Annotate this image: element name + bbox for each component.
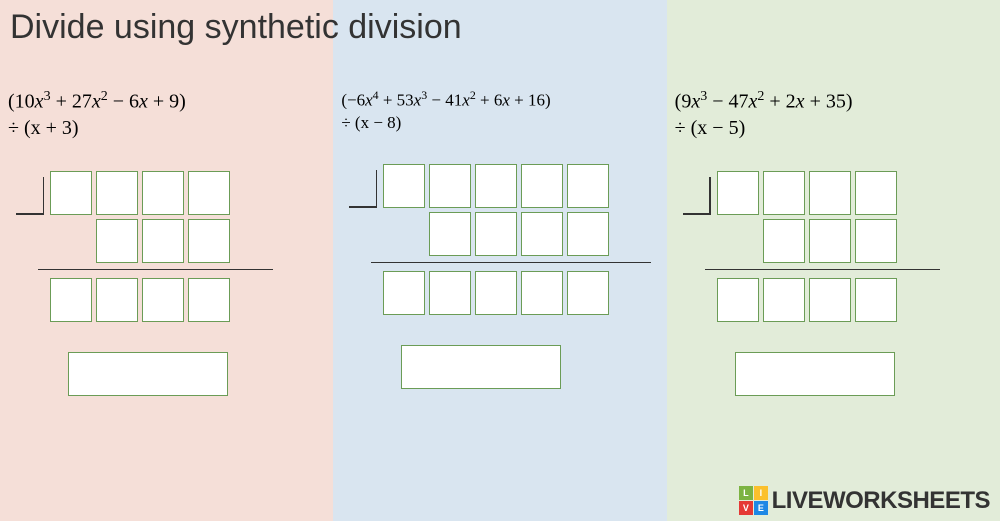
problem-2-line1: (−6x4 + 53x3 − 41x2 + 6x + 16) <box>341 88 658 112</box>
input-box[interactable] <box>521 271 563 315</box>
problem-3-work <box>675 171 992 397</box>
input-box[interactable] <box>142 171 184 215</box>
logo-cell: V <box>739 501 753 515</box>
spacer <box>8 219 48 263</box>
problem-1-line2: ÷ (x + 3) <box>8 115 325 141</box>
answer-box[interactable] <box>68 352 228 396</box>
input-box[interactable] <box>567 212 609 256</box>
spacer <box>8 278 48 322</box>
problem-1-text: (10x3 + 27x2 − 6x + 9) ÷ (x + 3) <box>8 88 325 141</box>
spacer <box>341 212 381 256</box>
worksheet-columns: (10x3 + 27x2 − 6x + 9) ÷ (x + 3) <box>0 0 1000 521</box>
input-box[interactable] <box>763 278 805 322</box>
input-box[interactable] <box>521 164 563 208</box>
input-box[interactable] <box>855 171 897 215</box>
input-box[interactable] <box>429 164 471 208</box>
input-box[interactable] <box>142 278 184 322</box>
input-box[interactable] <box>475 212 517 256</box>
synthetic-bracket <box>8 171 46 215</box>
problem-2-work <box>341 164 658 390</box>
problem-2-line2: ÷ (x − 8) <box>341 112 658 134</box>
input-box[interactable] <box>855 278 897 322</box>
input-box[interactable] <box>475 271 517 315</box>
input-box[interactable] <box>717 171 759 215</box>
input-box[interactable] <box>809 171 851 215</box>
logo-cell: L <box>739 486 753 500</box>
watermark-text: LIVEWORKSHEETS <box>772 487 990 515</box>
input-box[interactable] <box>96 171 138 215</box>
synthetic-bracket <box>341 164 379 208</box>
problem-3-line1: (9x3 − 47x2 + 2x + 35) <box>675 88 992 115</box>
input-box[interactable] <box>96 219 138 263</box>
watermark: L I V E LIVEWORKSHEETS <box>739 486 990 515</box>
input-box[interactable] <box>188 219 230 263</box>
input-box[interactable] <box>521 212 563 256</box>
divider-line <box>371 262 651 264</box>
answer-box[interactable] <box>735 352 895 396</box>
input-box[interactable] <box>717 278 759 322</box>
watermark-logo-icon: L I V E <box>739 486 768 515</box>
divider-line <box>38 269 273 271</box>
problem-3-line2: ÷ (x − 5) <box>675 115 992 141</box>
input-box[interactable] <box>475 164 517 208</box>
input-box[interactable] <box>567 271 609 315</box>
logo-cell: E <box>754 501 768 515</box>
input-box[interactable] <box>50 278 92 322</box>
problem-3-text: (9x3 − 47x2 + 2x + 35) ÷ (x − 5) <box>675 88 992 141</box>
input-box[interactable] <box>383 271 425 315</box>
input-box[interactable] <box>50 171 92 215</box>
input-box[interactable] <box>809 278 851 322</box>
answer-box[interactable] <box>401 345 561 389</box>
input-box[interactable] <box>188 278 230 322</box>
input-box[interactable] <box>763 219 805 263</box>
input-box[interactable] <box>429 212 471 256</box>
logo-cell: I <box>754 486 768 500</box>
problem-1-line1: (10x3 + 27x2 − 6x + 9) <box>8 88 325 115</box>
problem-column-1: (10x3 + 27x2 − 6x + 9) ÷ (x + 3) <box>0 0 333 521</box>
spacer <box>675 219 715 263</box>
spacer <box>48 219 94 263</box>
input-box[interactable] <box>763 171 805 215</box>
input-box[interactable] <box>96 278 138 322</box>
problem-column-2: (−6x4 + 53x3 − 41x2 + 6x + 16) ÷ (x − 8) <box>333 0 666 521</box>
input-box[interactable] <box>383 164 425 208</box>
synthetic-bracket <box>675 171 713 215</box>
spacer <box>675 278 715 322</box>
input-box[interactable] <box>855 219 897 263</box>
spacer <box>381 212 427 256</box>
input-box[interactable] <box>567 164 609 208</box>
spacer <box>715 219 761 263</box>
page-title: Divide using synthetic division <box>10 8 462 47</box>
spacer <box>341 271 381 315</box>
divider-line <box>705 269 940 271</box>
input-box[interactable] <box>142 219 184 263</box>
input-box[interactable] <box>429 271 471 315</box>
input-box[interactable] <box>188 171 230 215</box>
input-box[interactable] <box>809 219 851 263</box>
problem-1-work <box>8 171 325 397</box>
problem-2-text: (−6x4 + 53x3 − 41x2 + 6x + 16) ÷ (x − 8) <box>341 88 658 134</box>
problem-column-3: (9x3 − 47x2 + 2x + 35) ÷ (x − 5) <box>667 0 1000 521</box>
